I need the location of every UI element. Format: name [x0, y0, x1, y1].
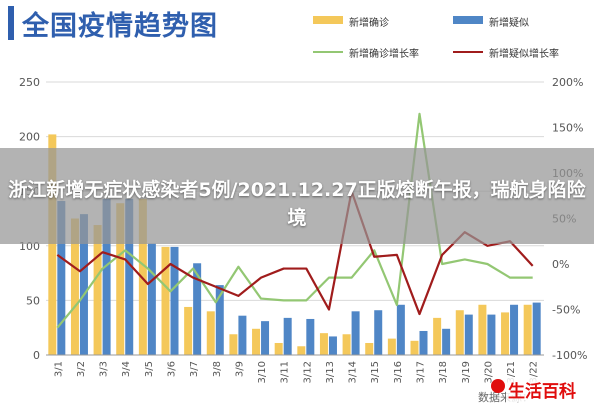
x-tick-label: 3/2 — [76, 361, 87, 377]
bar-suspected — [215, 285, 224, 355]
legend-label-suspected: 新增疑似 — [489, 18, 529, 29]
bar-suspected — [125, 198, 134, 355]
x-tick-label: 3/6 — [167, 361, 178, 377]
legend-label-confirmed-rate: 新增确诊增长率 — [349, 49, 419, 60]
legend-label-suspected-rate: 新增疑似增长率 — [489, 49, 559, 60]
bar-confirmed — [93, 225, 102, 355]
bar-suspected — [487, 314, 496, 355]
bar-suspected — [193, 263, 202, 355]
bar-suspected — [532, 302, 541, 355]
x-tick-label: 3/10 — [257, 361, 268, 383]
bar-suspected — [442, 328, 451, 355]
bar-confirmed — [387, 338, 396, 355]
x-tick-label: 3/16 — [393, 361, 404, 383]
y-right-tick-label: 150% — [552, 122, 583, 135]
y-left-tick-label: 0 — [33, 349, 40, 362]
bar-suspected — [396, 304, 405, 355]
bar-suspected — [351, 311, 360, 355]
bar-confirmed — [116, 203, 125, 355]
x-tick-label: 3/8 — [212, 361, 223, 377]
x-tick-label: 3/1 — [53, 361, 64, 377]
bar-confirmed — [365, 342, 374, 355]
x-tick-label: 3/15 — [370, 361, 381, 383]
bar-confirmed — [410, 340, 419, 355]
title-accent-bar — [8, 6, 14, 40]
legend-swatch-suspected — [453, 16, 483, 24]
bar-confirmed — [161, 246, 170, 355]
x-tick-label: 3/14 — [348, 361, 359, 383]
legend-swatch-confirmed — [313, 16, 343, 24]
bar-confirmed — [455, 310, 464, 355]
x-tick-label: 3/7 — [189, 361, 200, 377]
bar-suspected — [374, 310, 383, 355]
chart-legend: 新增确诊 新增疑似 新增确诊增长率 新增疑似增长率 — [313, 12, 583, 60]
headline-overlay — [0, 148, 594, 244]
y-left-tick-label: 50 — [26, 294, 40, 307]
bar-confirmed — [206, 311, 215, 355]
x-tick-label: 3/22 — [529, 361, 540, 383]
brand-logo-icon — [491, 379, 505, 393]
x-tick-label: 3/13 — [325, 361, 336, 383]
x-tick-label: 3/17 — [416, 361, 427, 383]
x-tick-label: 3/12 — [302, 361, 313, 383]
x-tick-label: 3/18 — [438, 361, 449, 383]
line-confirmed-rate — [56, 112, 533, 329]
y-left-tick-label: 200 — [19, 131, 40, 144]
bar-suspected — [283, 317, 292, 355]
bar-confirmed — [433, 317, 442, 355]
brand-label: 生活百科 — [506, 377, 578, 402]
bar-confirmed — [184, 306, 193, 355]
bar-confirmed — [297, 346, 306, 355]
bar-confirmed — [342, 334, 351, 355]
bar-confirmed — [252, 328, 261, 355]
bar-suspected — [238, 315, 247, 355]
bar-confirmed — [478, 304, 487, 355]
x-tick-label: 3/3 — [99, 361, 110, 377]
legend-swatch-suspected-rate — [453, 51, 483, 53]
bar-suspected — [464, 314, 473, 355]
x-tick-label: 3/21 — [506, 361, 517, 383]
bar-confirmed — [48, 134, 57, 355]
bar-suspected — [261, 321, 270, 355]
y-right-tick-label: -50% — [552, 304, 580, 317]
bar-confirmed — [70, 218, 79, 355]
legend-swatch-confirmed-rate — [313, 51, 343, 53]
bar-confirmed — [523, 304, 532, 355]
y-left-tick-label: 250 — [19, 76, 40, 89]
bar-suspected — [328, 336, 337, 355]
x-tick-label: 3/9 — [234, 361, 245, 377]
bar-suspected — [510, 304, 519, 355]
bar-suspected — [170, 246, 179, 355]
x-tick-label: 3/20 — [483, 361, 494, 383]
headline-text: 浙江新增无症状感染者5例/2021.12.27正版熔断午报，瑞航身陷险境 — [8, 179, 586, 229]
bar-suspected — [57, 201, 66, 355]
chart-title: 全国疫情趋势图 — [22, 11, 218, 42]
bar-confirmed — [138, 198, 147, 355]
bar-confirmed — [319, 333, 328, 355]
y-right-tick-label: -100% — [552, 349, 587, 362]
bar-suspected — [419, 330, 428, 355]
legend-label-confirmed: 新增确诊 — [349, 18, 389, 29]
bar-suspected — [79, 214, 88, 355]
bar-confirmed — [501, 312, 510, 355]
x-tick-label: 3/19 — [461, 361, 472, 383]
bar-suspected — [147, 243, 156, 355]
bar-confirmed — [229, 334, 238, 355]
bar-suspected — [306, 318, 315, 355]
y-right-tick-label: 200% — [552, 76, 583, 89]
y-right-tick-label: 0% — [552, 258, 569, 271]
bar-suspected — [102, 198, 111, 355]
x-tick-label: 3/4 — [121, 361, 132, 377]
x-tick-label: 3/11 — [280, 361, 291, 383]
x-tick-label: 3/5 — [144, 361, 155, 377]
bar-confirmed — [274, 342, 283, 355]
